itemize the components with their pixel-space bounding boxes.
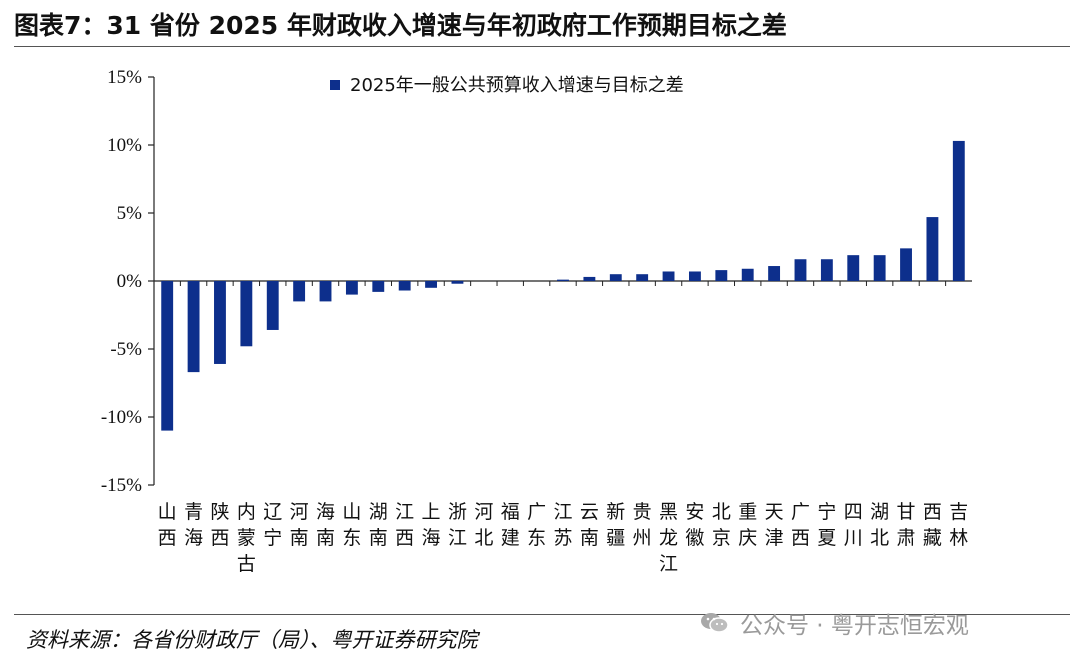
category-label: 宁夏 bbox=[817, 501, 836, 549]
bar bbox=[926, 217, 939, 281]
bar bbox=[398, 281, 411, 291]
category-label: 浙江 bbox=[448, 501, 467, 549]
y-axis: -15% -10% -5% 0% 5% 10% 15% bbox=[101, 67, 972, 496]
bar bbox=[688, 271, 701, 281]
category-label: 四川 bbox=[844, 501, 863, 549]
category-label: 安徽 bbox=[685, 501, 704, 549]
category-label: 辽宁 bbox=[263, 501, 282, 549]
category-label: 广东 bbox=[527, 501, 546, 549]
category-label: 河南 bbox=[290, 501, 309, 549]
y-tick-label: 5% bbox=[117, 203, 143, 224]
category-label: 广西 bbox=[791, 501, 810, 549]
bar bbox=[768, 266, 781, 281]
watermark-text: 公众号 · 粤开志恒宏观 bbox=[740, 613, 969, 639]
category-label: 黑龙江 bbox=[659, 501, 678, 575]
category-label: 上海 bbox=[422, 501, 441, 549]
legend-swatch bbox=[330, 80, 340, 90]
category-label: 内蒙古 bbox=[237, 501, 256, 575]
watermark: 公众号 · 粤开志恒宏观 bbox=[700, 606, 969, 640]
category-label: 吉林 bbox=[949, 501, 968, 549]
category-label: 天津 bbox=[765, 501, 784, 549]
category-label: 山东 bbox=[342, 501, 361, 549]
category-label: 山西 bbox=[158, 501, 177, 549]
bar-chart: -15%-10%-5%0%5%10%15% 山西青海陕西内蒙古辽宁河南海南山东湖… bbox=[101, 67, 972, 575]
bar bbox=[293, 281, 306, 302]
bar bbox=[820, 259, 833, 281]
bar bbox=[794, 259, 807, 281]
y-tick-label: 0% bbox=[117, 271, 143, 292]
bar bbox=[451, 281, 464, 284]
bar bbox=[900, 248, 912, 281]
category-label: 湖南 bbox=[369, 501, 388, 549]
x-axis-categories: 山西青海陕西内蒙古辽宁河南海南山东湖南江西上海浙江河北福建广东江苏云南新疆贵州黑… bbox=[158, 501, 969, 575]
category-label: 福建 bbox=[501, 501, 520, 549]
bar bbox=[240, 281, 253, 347]
bar bbox=[187, 281, 200, 373]
bar bbox=[214, 281, 226, 364]
bar bbox=[873, 255, 886, 281]
y-tick-label: 10% bbox=[107, 135, 142, 156]
category-label: 江苏 bbox=[553, 501, 572, 549]
category-label: 河北 bbox=[474, 501, 493, 549]
category-label: 西藏 bbox=[923, 501, 942, 549]
bar bbox=[372, 281, 385, 292]
category-label: 甘肃 bbox=[897, 501, 916, 549]
y-tick-label: 15% bbox=[107, 67, 142, 88]
category-label: 陕西 bbox=[210, 501, 229, 549]
bar bbox=[345, 281, 358, 295]
bar bbox=[583, 276, 596, 281]
y-tick-label: -5% bbox=[110, 339, 142, 360]
category-label: 湖北 bbox=[870, 501, 889, 549]
bar bbox=[319, 281, 332, 302]
bar-series bbox=[161, 140, 965, 431]
bar bbox=[266, 281, 279, 330]
category-label: 北京 bbox=[712, 501, 731, 549]
bar bbox=[161, 281, 174, 431]
y-tick-label: -15% bbox=[101, 475, 142, 496]
bar bbox=[425, 281, 438, 288]
bar bbox=[741, 268, 754, 281]
category-label: 新疆 bbox=[606, 501, 625, 549]
category-label: 海南 bbox=[316, 501, 335, 549]
chart-title: 图表7：31 省份 2025 年财政收入增速与年初政府工作预期目标之差 bbox=[14, 11, 787, 40]
title-rule bbox=[14, 46, 1070, 47]
source-note: 资料来源：各省份财政厅（局）、粤开证券研究院 bbox=[26, 628, 478, 652]
bar bbox=[636, 274, 649, 281]
category-label: 江西 bbox=[395, 501, 414, 549]
bar bbox=[715, 270, 728, 281]
y-tick-label: -10% bbox=[101, 407, 142, 428]
legend-label: 2025年一般公共预算收入增速与目标之差 bbox=[350, 75, 684, 96]
bar bbox=[557, 279, 569, 281]
wechat-icon bbox=[700, 611, 730, 635]
category-label: 青海 bbox=[184, 501, 203, 549]
legend: 2025年一般公共预算收入增速与目标之差 bbox=[330, 75, 684, 96]
bar bbox=[952, 140, 965, 281]
bar bbox=[609, 274, 622, 281]
bar bbox=[847, 255, 860, 281]
category-label: 贵州 bbox=[633, 501, 652, 549]
bar bbox=[662, 271, 675, 281]
source-rule bbox=[14, 614, 1070, 615]
category-label: 重庆 bbox=[738, 501, 757, 549]
category-label: 云南 bbox=[580, 501, 599, 549]
